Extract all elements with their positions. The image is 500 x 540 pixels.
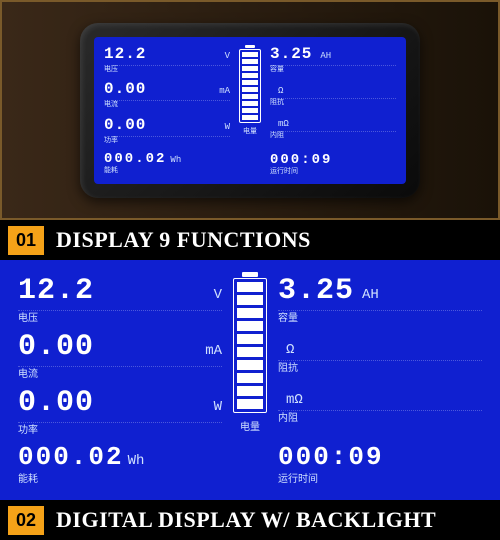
energy-value-lg: 000.02	[18, 442, 124, 472]
current-cn: 电流	[104, 99, 230, 109]
lcd-screen-large: 12.2V 电压 0.00mA 电流 0.00W 功率 000.02Wh 能耗 …	[0, 260, 500, 500]
impedance-cell-lg: Ω 阻抗	[278, 342, 482, 375]
capacity-unit: AH	[320, 51, 331, 61]
energy-unit-lg: Wh	[128, 453, 145, 469]
power-unit-lg: W	[214, 399, 222, 415]
energy-cn: 能耗	[104, 165, 230, 175]
battery-label-lg: 电量	[240, 418, 260, 434]
power-cn-lg: 功率	[18, 421, 222, 437]
impedance-unit-lg: Ω	[286, 342, 294, 358]
battery-shell	[239, 49, 261, 123]
capacity-cn: 容量	[270, 64, 396, 74]
current-unit-lg: mA	[205, 343, 222, 359]
power-cn: 功率	[104, 135, 230, 145]
left-column-large: 12.2 V 电压 0.00 mA 电流 0.00 W 功率 000.02Wh 能耗	[18, 274, 222, 486]
runtime-cn: 运行时间	[270, 166, 396, 176]
battery-indicator: 电量	[230, 45, 270, 176]
impedance-unit: Ω	[278, 86, 283, 96]
resistance-unit: mΩ	[278, 119, 289, 129]
voltage-cell-lg: 12.2 V 电压	[18, 274, 222, 325]
runtime-value-lg: 000:09	[278, 442, 384, 472]
right-column: 3.25 AH 容量 Ω 阻抗 mΩ 内阻 000:09 运行时间	[270, 45, 396, 176]
voltage-value-lg: 12.2	[18, 274, 94, 308]
impedance-cell: Ω 阻抗	[270, 86, 396, 107]
section-1-title-bar: 01 DISPLAY 9 FUNCTIONS	[0, 220, 500, 260]
current-unit: mA	[219, 86, 230, 96]
left-column: 12.2V 电压 0.00 mA 电流 0.00W 功率 000.02Wh 能耗	[104, 45, 230, 176]
capacity-value: 3.25	[270, 45, 312, 63]
power-value: 0.00	[104, 116, 146, 134]
impedance-cn: 阻抗	[270, 97, 396, 107]
resistance-cell: mΩ 内阻	[270, 119, 396, 140]
current-cell-lg: 0.00 mA 电流	[18, 330, 222, 381]
capacity-cell-lg: 3.25 AH 容量	[278, 274, 482, 325]
section-2-title-bar: 02 DIGITAL DISPLAY W/ BACKLIGHT	[0, 500, 500, 540]
capacity-unit-lg: AH	[362, 287, 379, 303]
meter-device: 12.2V 电压 0.00 mA 电流 0.00W 功率 000.02Wh 能耗	[80, 23, 420, 198]
current-cell: 0.00 mA 电流	[104, 80, 230, 109]
runtime-cell-lg: 000:09 运行时间	[278, 442, 482, 486]
battery-shell-lg	[233, 278, 267, 413]
energy-cn-lg: 能耗	[18, 470, 222, 486]
energy-cell: 000.02Wh 能耗	[104, 151, 230, 175]
current-value-lg: 0.00	[18, 330, 94, 364]
voltage-unit-lg: V	[214, 287, 222, 303]
capacity-cell: 3.25 AH 容量	[270, 45, 396, 74]
runtime-cn-lg: 运行时间	[278, 470, 482, 486]
power-cell: 0.00W 功率	[104, 116, 230, 145]
voltage-value: 12.2	[104, 45, 146, 63]
current-value: 0.00	[104, 80, 146, 98]
impedance-cn-lg: 阻抗	[278, 359, 482, 375]
capacity-cn-lg: 容量	[278, 309, 482, 325]
runtime-cell: 000:09 运行时间	[270, 152, 396, 176]
voltage-cn-lg: 电压	[18, 309, 222, 325]
power-value-lg: 0.00	[18, 386, 94, 420]
section-2-title: DIGITAL DISPLAY W/ BACKLIGHT	[56, 507, 436, 533]
right-column-lg: 3.25 AH 容量 Ω 阻抗 mΩ 内阻 000:09 运行时间	[278, 274, 482, 486]
resistance-cn: 内阻	[270, 130, 396, 140]
product-photo-panel: 12.2V 电压 0.00 mA 电流 0.00W 功率 000.02Wh 能耗	[0, 0, 500, 220]
capacity-value-lg: 3.25	[278, 274, 354, 308]
energy-cell-lg: 000.02Wh 能耗	[18, 442, 222, 486]
energy-unit: Wh	[170, 155, 181, 165]
section-2-number: 02	[8, 506, 44, 535]
resistance-cell-lg: mΩ 内阻	[278, 392, 482, 425]
power-cell-lg: 0.00 W 功率	[18, 386, 222, 437]
section-1-title: DISPLAY 9 FUNCTIONS	[56, 227, 311, 253]
section-1-number: 01	[8, 226, 44, 255]
current-cn-lg: 电流	[18, 365, 222, 381]
resistance-cn-lg: 内阻	[278, 409, 482, 425]
voltage-cn: 电压	[104, 64, 230, 74]
lcd-screen-small: 12.2V 电压 0.00 mA 电流 0.00W 功率 000.02Wh 能耗	[94, 37, 406, 184]
battery-label: 电量	[243, 126, 257, 136]
battery-indicator-lg: 电量	[222, 274, 278, 486]
resistance-unit-lg: mΩ	[286, 392, 303, 408]
voltage-cell: 12.2V 电压	[104, 45, 230, 74]
